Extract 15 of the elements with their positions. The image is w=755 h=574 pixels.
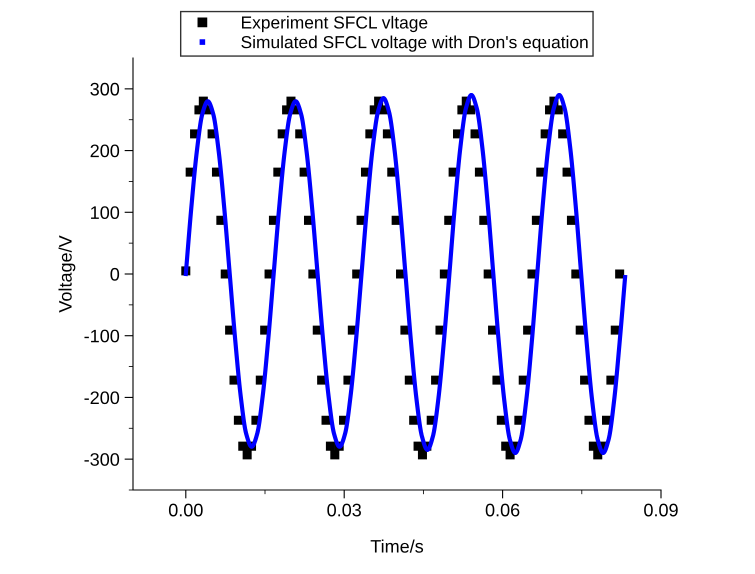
y-tick-label: -200 <box>84 391 120 404</box>
y-tick-label: 300 <box>90 82 120 96</box>
x-tick-label: 0.00 <box>168 504 203 516</box>
x-tick-label: 0.09 <box>644 504 678 516</box>
y-tick-label: -100 <box>84 330 120 342</box>
x-tick-label: 0.03 <box>327 504 361 516</box>
y-tick-label: -300 <box>84 453 120 466</box>
legend-label: Simulated SFCL voltage with Dron's equation <box>241 36 588 52</box>
y-tick-label: 100 <box>91 206 120 220</box>
x-axis-title: Time/s <box>370 539 424 553</box>
y-tick-label: 200 <box>90 144 120 158</box>
x-tick-label: 0.06 <box>486 504 520 516</box>
y-tick-label: 0 <box>110 268 120 281</box>
legend-label: Experiment SFCL vltage <box>242 16 428 32</box>
y-axis-title: Voltage/V <box>58 235 76 313</box>
